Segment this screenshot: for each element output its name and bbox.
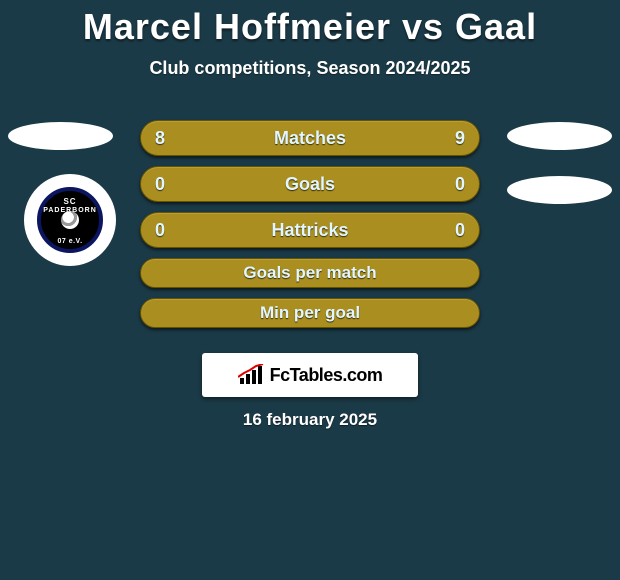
stat-right-value: 0	[455, 213, 465, 247]
badge-text-bot: 07 e.V.	[41, 238, 99, 245]
player-right-avatar	[507, 122, 612, 150]
stat-right-value: 9	[455, 121, 465, 155]
brand-card[interactable]: FcTables.com	[202, 353, 418, 397]
page-title: Marcel Hoffmeier vs Gaal	[0, 0, 620, 48]
stat-label: Min per goal	[141, 299, 479, 327]
stat-row-goals: 0 Goals 0	[140, 166, 480, 202]
stat-label: Hattricks	[141, 213, 479, 247]
stat-label: Goals per match	[141, 259, 479, 287]
badge-text-top: SC	[41, 197, 99, 206]
badge-text-mid: PADERBORN	[41, 207, 99, 214]
page-subtitle: Club competitions, Season 2024/2025	[0, 58, 620, 79]
stat-row-matches: 8 Matches 9	[140, 120, 480, 156]
player-left-club-badge: SC PADERBORN 07 e.V.	[24, 174, 116, 266]
stat-right-value: 0	[455, 167, 465, 201]
brand-text: FcTables.com	[270, 365, 383, 386]
stat-row-min-per-goal: Min per goal	[140, 298, 480, 328]
footer-date: 16 february 2025	[0, 410, 620, 430]
player-left-avatar	[8, 122, 113, 150]
player-right-club-avatar	[507, 176, 612, 204]
stat-row-goals-per-match: Goals per match	[140, 258, 480, 288]
stats-list: 8 Matches 9 0 Goals 0 0 Hattricks 0 Goal…	[140, 120, 480, 338]
stat-row-hattricks: 0 Hattricks 0	[140, 212, 480, 248]
stat-label: Goals	[141, 167, 479, 201]
club-badge-inner: SC PADERBORN 07 e.V.	[37, 187, 103, 253]
stat-label: Matches	[141, 121, 479, 155]
bar-chart-icon	[238, 364, 264, 386]
